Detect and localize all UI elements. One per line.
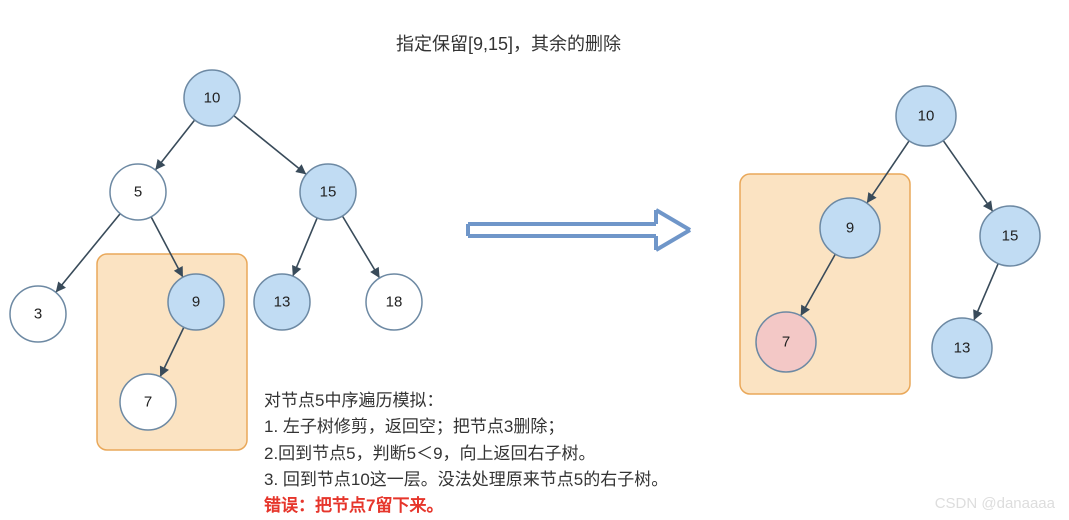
explain-line: 1. 左子树修剪，返回空；把节点3删除； [264,414,668,440]
explain-line: 对节点5中序遍历模拟： [264,388,668,414]
watermark: CSDN @danaaaa [935,495,1055,512]
tree-node-label: 13 [954,340,971,357]
tree-node-label: 15 [1002,228,1019,245]
right-tree: 10 9 15 7 13 [720,70,1060,430]
tree-node-label: 9 [846,220,854,237]
explain-line: 2.回到节点5，判断5＜9，向上返回右子树。 [264,441,668,467]
tree-node-label: 10 [918,108,935,125]
error-line: 错误：把节点7留下来。 [264,493,668,519]
tree-node-label: 7 [782,334,790,351]
explain-line: 3. 回到节点10这一层。没法处理原来节点5的右子树。 [264,467,668,493]
explanation-text: 对节点5中序遍历模拟：1. 左子树修剪，返回空；把节点3删除；2.回到节点5，判… [264,388,668,520]
